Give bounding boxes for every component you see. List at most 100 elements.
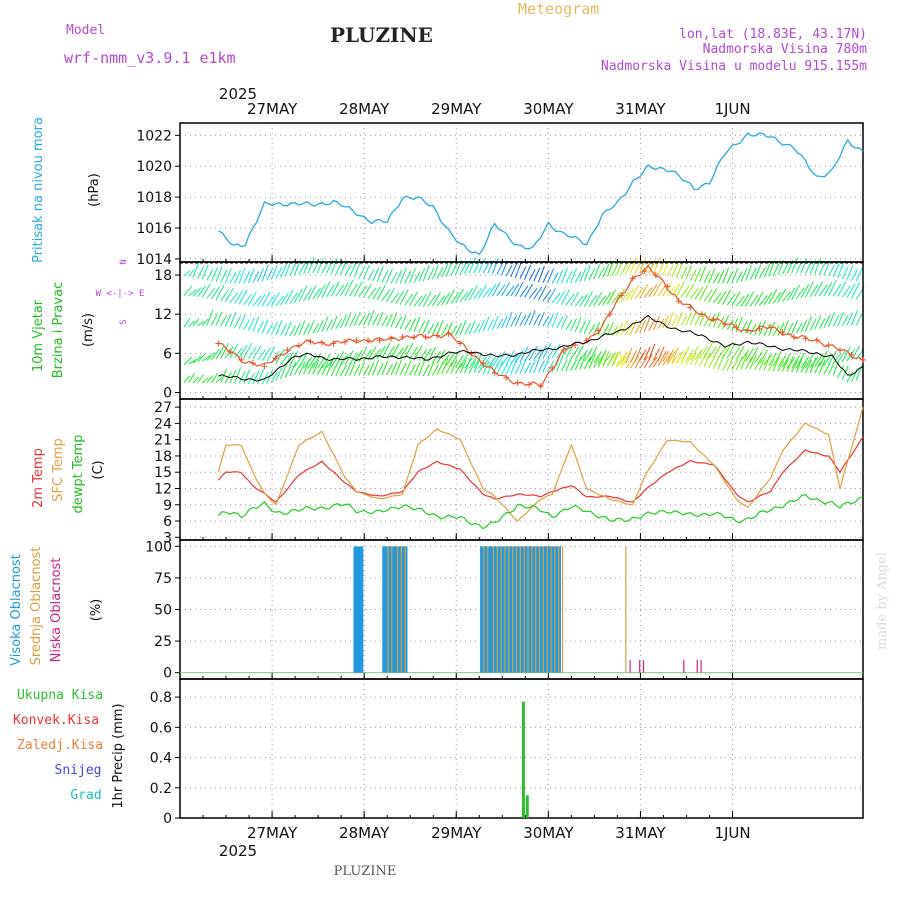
wind-barb bbox=[547, 346, 557, 359]
wind-barb bbox=[676, 311, 683, 327]
wind-barb bbox=[404, 270, 412, 284]
wind-barb bbox=[376, 266, 384, 283]
wind-barb bbox=[781, 353, 791, 368]
wind-barb bbox=[795, 322, 803, 334]
wind-barb bbox=[823, 282, 833, 297]
wind-barb bbox=[565, 270, 573, 284]
wind-barb bbox=[326, 359, 334, 376]
wind-barb bbox=[588, 267, 596, 281]
wind-barb bbox=[510, 353, 520, 365]
wind-barb bbox=[409, 317, 416, 331]
wind-barb bbox=[510, 314, 518, 327]
wind-ytick-label: 6 bbox=[163, 346, 172, 362]
wind-barb bbox=[726, 319, 734, 331]
wind-barb bbox=[791, 360, 799, 373]
wind-unit: (m/s) bbox=[81, 313, 96, 347]
wind-barb bbox=[745, 291, 755, 307]
wind-barb bbox=[229, 272, 237, 284]
wind-barb bbox=[395, 359, 403, 376]
wind-barb bbox=[455, 362, 462, 374]
wind-barb bbox=[307, 284, 317, 301]
wind-barb bbox=[220, 270, 228, 283]
wind-barb bbox=[459, 320, 467, 336]
wind-barb bbox=[321, 361, 329, 376]
wind-barb bbox=[432, 321, 439, 335]
precip-ytick-label: 0.8 bbox=[150, 690, 172, 706]
wind-barb bbox=[722, 267, 730, 284]
wind-ytick-label: 0 bbox=[163, 385, 172, 401]
pressure-unit: (hPa) bbox=[87, 173, 102, 207]
wind-barb bbox=[611, 350, 621, 367]
wind-barb bbox=[735, 295, 745, 307]
wind-gust-marker bbox=[445, 330, 452, 337]
wind-barb bbox=[376, 284, 386, 301]
wind-barb bbox=[399, 289, 409, 305]
wind-barb bbox=[574, 295, 584, 307]
wind-barb bbox=[335, 262, 343, 275]
wind-barb bbox=[188, 289, 197, 297]
wind-barb bbox=[445, 352, 455, 366]
wind-gust-marker bbox=[537, 382, 544, 389]
wind-barb bbox=[275, 349, 285, 364]
wind-barb bbox=[482, 287, 492, 298]
wind-gust-marker bbox=[675, 298, 682, 305]
wind-barb bbox=[224, 372, 232, 384]
wind-barb bbox=[804, 316, 812, 332]
wind-barb bbox=[183, 356, 193, 366]
wind-barb bbox=[215, 376, 223, 384]
model-name: wrf-nmm_v3.9.1 e1km bbox=[64, 49, 236, 67]
temp-dewpt-line bbox=[217, 493, 864, 530]
wind-gust-marker bbox=[503, 374, 510, 381]
wind-barb bbox=[846, 265, 854, 281]
wind-barb bbox=[418, 349, 428, 361]
wind-barb bbox=[745, 357, 753, 370]
cloud-ytick-label: 25 bbox=[154, 634, 172, 650]
wind-barb bbox=[731, 291, 741, 306]
cloud-title-1: Visoka Oblacnost bbox=[9, 554, 24, 666]
day-label-bottom: 27MAY bbox=[247, 824, 298, 842]
wind-barb bbox=[459, 353, 469, 368]
day-label-top: 28MAY bbox=[339, 100, 390, 118]
wind-barb bbox=[404, 293, 414, 306]
wind-barb bbox=[188, 373, 195, 383]
pressure-ytick-label: 1018 bbox=[136, 190, 172, 206]
wind-barb bbox=[464, 357, 474, 369]
wind-barb bbox=[459, 291, 469, 303]
wind-barb bbox=[528, 310, 536, 326]
wind-barb bbox=[703, 289, 713, 302]
wind-barb bbox=[188, 359, 197, 365]
wind-gust-marker bbox=[848, 351, 855, 358]
wind-barb bbox=[385, 313, 393, 327]
wind-barb bbox=[206, 269, 214, 281]
temp-ytick-label: 6 bbox=[163, 514, 172, 530]
wind-barb bbox=[560, 345, 570, 359]
wind-barb bbox=[344, 264, 352, 277]
wind-barb bbox=[634, 352, 644, 369]
day-label-top: 27MAY bbox=[247, 100, 298, 118]
pressure-title: Pritisak na nivou mora bbox=[31, 117, 46, 263]
wind-barb bbox=[501, 353, 510, 366]
wind-barb bbox=[376, 363, 384, 376]
precip-label-total: Ukupna Kisa bbox=[17, 688, 103, 703]
wind-barb bbox=[749, 354, 757, 370]
day-label-bottom: 29MAY bbox=[431, 824, 482, 842]
wind-barb bbox=[252, 295, 262, 307]
wind-barb bbox=[602, 292, 612, 306]
day-label-top: 29MAY bbox=[431, 100, 482, 118]
temp-ytick-label: 3 bbox=[163, 530, 172, 546]
wind-barb bbox=[800, 284, 810, 299]
wind-barb bbox=[349, 314, 357, 327]
wind-barb bbox=[335, 318, 343, 330]
wind-barb bbox=[593, 292, 603, 307]
wind-barb bbox=[519, 266, 527, 279]
wind-barb bbox=[422, 265, 430, 282]
model-label: Model bbox=[66, 23, 105, 38]
wind-barb bbox=[197, 352, 207, 363]
wind-barb bbox=[814, 361, 822, 374]
wind-barb bbox=[731, 318, 739, 332]
wind-barb bbox=[772, 325, 780, 336]
wind-barb bbox=[367, 287, 377, 299]
wind-barb bbox=[814, 258, 822, 275]
wind-barb bbox=[749, 346, 759, 363]
wind-barb bbox=[593, 264, 601, 280]
